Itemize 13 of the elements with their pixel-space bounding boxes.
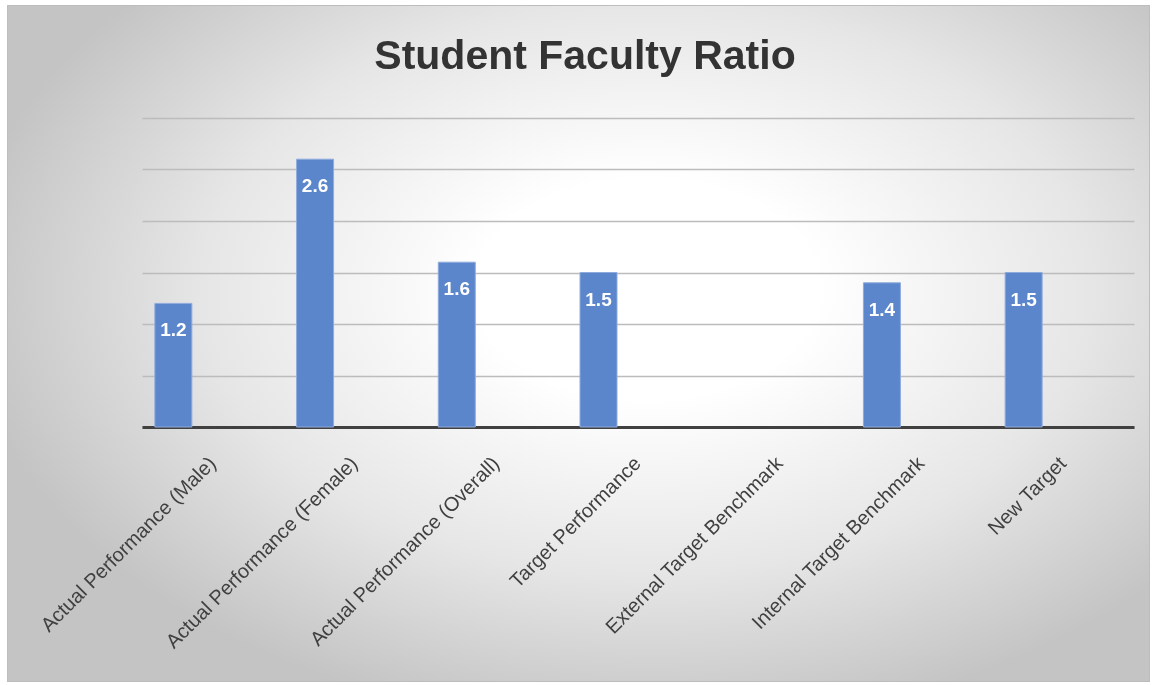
data-label: 2.6	[301, 175, 329, 197]
bar	[437, 261, 476, 428]
bar	[296, 158, 335, 428]
bar	[862, 282, 901, 428]
data-label: 1.5	[585, 288, 613, 310]
data-label: 1.2	[160, 319, 187, 341]
chart-title: Student Faculty Ratio	[374, 32, 796, 78]
bar	[1004, 272, 1043, 428]
data-label: 1.4	[868, 298, 896, 320]
bar	[154, 302, 193, 428]
data-label: 1.5	[1010, 288, 1038, 310]
data-label: 1.6	[443, 278, 470, 300]
bar	[579, 272, 618, 428]
